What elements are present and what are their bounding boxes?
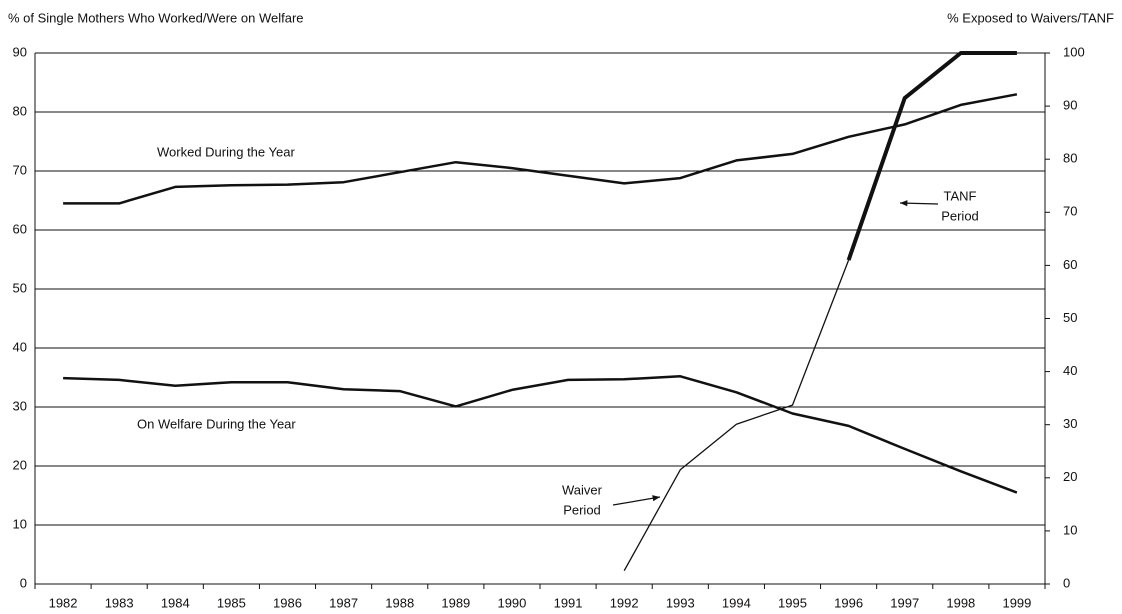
y2-tick-label: 50 [1063,310,1077,325]
y-tick-label: 10 [13,516,27,531]
x-tick-label: 1982 [49,595,78,610]
x-tick-label: 1983 [105,595,134,610]
y-tick-label: 30 [13,398,27,413]
y-tick-label: 40 [13,339,27,354]
x-tick-label: 1996 [834,595,863,610]
y-tick-label: 70 [13,162,27,177]
series-line [63,375,1018,494]
annotation: Waiver [562,482,603,497]
arrow-head [900,200,908,207]
y2-tick-label: 100 [1063,44,1085,59]
arrow-head [652,495,660,502]
x-tick-label: 1995 [778,595,807,610]
y2-tick-label: 80 [1063,151,1077,166]
arrow [612,496,661,506]
x-tick-label: 1994 [722,595,751,610]
x-tick-label: 1986 [273,595,302,610]
y2-tick-label: 0 [1063,575,1070,590]
x-tick-label: 1992 [610,595,639,610]
y2-tick-label: 90 [1063,98,1077,113]
x-tick-label: 1987 [329,595,358,610]
y-tick-label: 80 [13,103,27,118]
y-tick-label: 0 [20,575,27,590]
x-tick-label: 1990 [497,595,526,610]
series-label: On Welfare During the Year [137,416,296,431]
y-axis-label: % of Single Mothers Who Worked/Were on W… [8,10,304,25]
series-line [846,51,1017,261]
x-tick-label: 1998 [946,595,975,610]
y2-axis-label: % Exposed to Waivers/TANF [947,10,1114,25]
y2-tick-label: 30 [1063,416,1077,431]
annotation: Period [941,208,979,223]
y2-tick-label: 70 [1063,204,1077,219]
y-tick-label: 50 [13,280,27,295]
x-tick-label: 1988 [385,595,414,610]
x-tick-label: 1991 [554,595,583,610]
y-tick-label: 20 [13,457,27,472]
x-tick-label: 1993 [666,595,695,610]
y-tick-label: 60 [13,221,27,236]
y2-tick-label: 60 [1063,257,1077,272]
y2-tick-label: 40 [1063,363,1077,378]
x-tick-label: 1999 [1002,595,1031,610]
x-tick-label: 1989 [441,595,470,610]
annotation: Period [563,502,601,517]
series-line [623,259,850,572]
y-tick-label: 90 [13,44,27,59]
x-tick-label: 1984 [161,595,190,610]
x-tick-label: 1985 [217,595,246,610]
series-label: Worked During the Year [157,144,295,159]
annotation: TANF [944,188,977,203]
series-line [63,93,1018,205]
x-tick-label: 1997 [890,595,919,610]
y2-tick-label: 20 [1063,469,1077,484]
y2-tick-label: 10 [1063,522,1077,537]
